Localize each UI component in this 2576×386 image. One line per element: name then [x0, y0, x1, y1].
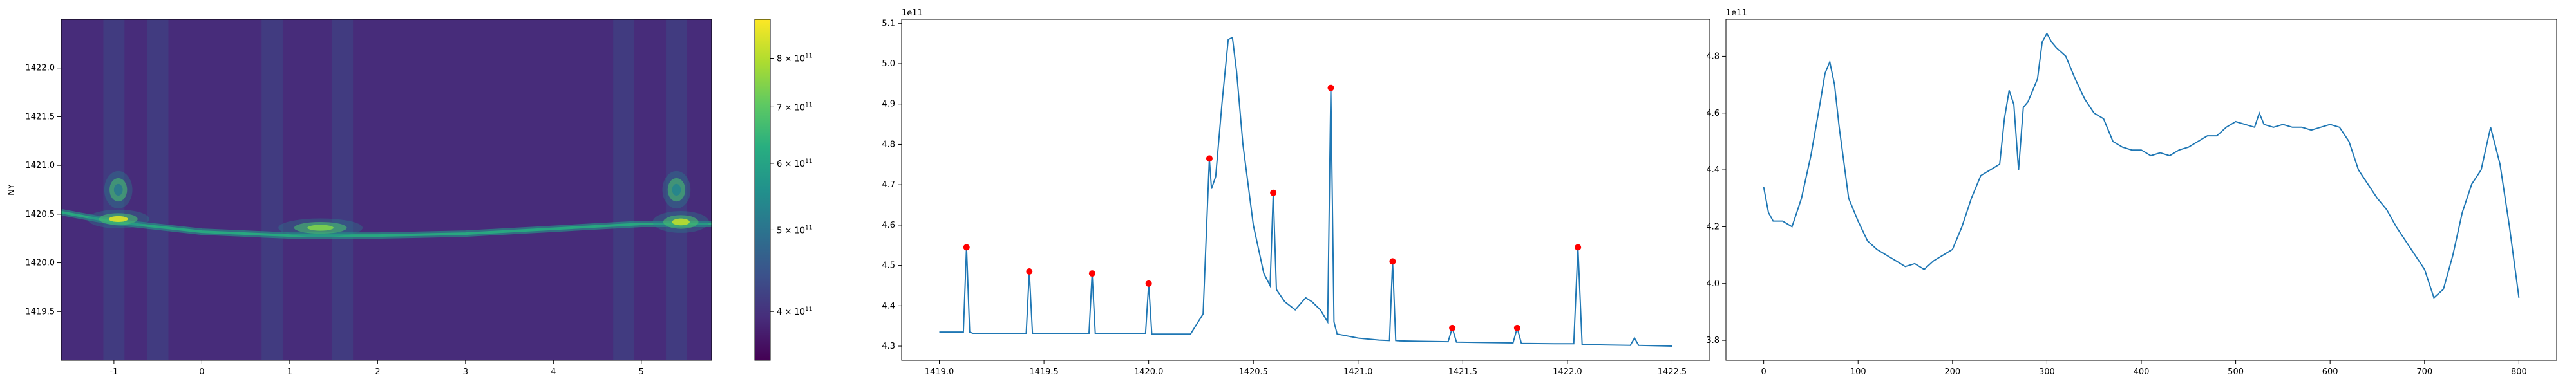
heatmap-band — [261, 19, 283, 360]
profile-x-tick-label: 100 — [1850, 367, 1866, 377]
peaks-y-tick-label: 4.4 — [882, 301, 895, 311]
profile-y-tick-label: 4.0 — [1706, 279, 1719, 289]
colorbar: 4 × 1011 5 × 1011 6 × 1011 7 × 1011 8 × 1011 — [754, 19, 812, 361]
profile-plot-area — [1725, 19, 2557, 361]
profile-panel: 0 100 200 300 400 500 600 700 800 3.8 4.0 4.2 4.4 4.… — [1706, 8, 2557, 377]
peaks-offset-text: 1e11 — [902, 8, 923, 18]
peak-marker — [1206, 155, 1213, 162]
peak-marker — [1270, 189, 1277, 196]
heatmap-bands — [61, 19, 712, 360]
peaks-y-tick-label: 4.8 — [882, 140, 895, 149]
profile-y-tick-label: 4.8 — [1706, 51, 1719, 61]
peak-marker — [1327, 84, 1334, 91]
profile-y-tick-label: 3.8 — [1706, 336, 1719, 345]
peak-marker — [1026, 268, 1033, 275]
profile-x-tick-label: 300 — [2039, 367, 2055, 377]
peaks-panel: 1419.0 1419.5 1420.0 1420.5 1421.0 1421.5 1422… — [882, 8, 1710, 377]
peak-marker — [1088, 270, 1095, 277]
heatmap-y-tick-label: 1419.5 — [26, 307, 55, 317]
peak-marker — [1513, 324, 1520, 331]
peaks-series-line — [939, 36, 1672, 347]
heatmap-bright-spot — [108, 216, 128, 222]
colorbar-gradient — [754, 19, 771, 361]
colorbar-tick-label: 6 × 1011 — [777, 158, 812, 169]
heatmap-x-tick-label: -1 — [109, 367, 118, 377]
profile-x-tick-label: 0 — [1761, 367, 1766, 377]
heatmap-x-axis: -1 0 1 2 3 4 5 — [109, 360, 644, 377]
profile-x-tick-label: 400 — [2134, 367, 2150, 377]
heatmap-y-tick-label: 1420.0 — [26, 259, 55, 268]
heatmap-bright-spot — [307, 225, 334, 231]
peaks-plot-area — [901, 19, 1710, 361]
peaks-x-tick-label: 1421.0 — [1343, 367, 1373, 377]
profile-x-tick-label: 700 — [2416, 367, 2432, 377]
peak-marker — [1389, 258, 1396, 265]
peaks-y-tick-label: 4.9 — [882, 100, 895, 109]
profile-x-tick-label: 800 — [2511, 367, 2527, 377]
heatmap-background — [61, 19, 712, 360]
profile-y-tick-label: 4.4 — [1706, 165, 1719, 175]
heatmap-panel: -1 0 1 2 3 4 5 1419.51420.01420.51421.01421.51… — [7, 19, 712, 377]
profile-y-tick-label: 4.6 — [1706, 109, 1719, 118]
heatmap-x-tick-label: 5 — [639, 367, 644, 377]
colorbar-tick-label: 8 × 1011 — [777, 53, 812, 64]
peaks-y-axis: 4.3 4.4 4.5 4.6 4.7 4.8 4.9 5.0 5.1 — [882, 19, 902, 351]
heatmap-x-tick-label: 4 — [551, 367, 556, 377]
peaks-y-tick-label: 4.6 — [882, 221, 895, 230]
heatmap-frame — [61, 19, 712, 361]
heatmap-bright-spot — [113, 183, 123, 196]
peaks-x-axis: 1419.0 1419.5 1420.0 1420.5 1421.0 1421.5 1422… — [925, 360, 1687, 377]
colorbar-tick-label: 7 × 1011 — [777, 102, 812, 113]
heatmap-bright-spot — [672, 183, 681, 196]
heatmap-x-tick-label: 2 — [375, 367, 380, 377]
peak-marker — [1145, 280, 1152, 287]
heatmap-y-tick-label: 1421.5 — [26, 112, 55, 122]
peaks-y-tick-label: 5.1 — [882, 19, 895, 28]
peaks-x-tick-label: 1421.5 — [1448, 367, 1478, 377]
peaks-x-tick-label: 1420.5 — [1238, 367, 1268, 377]
peaks-y-tick-label: 5.0 — [882, 59, 895, 69]
heatmap-bright-spot — [672, 218, 690, 226]
profile-x-tick-label: 600 — [2322, 367, 2338, 377]
peak-marker — [1575, 244, 1582, 251]
profile-x-tick-label: 200 — [1944, 367, 1960, 377]
heatmap-image — [61, 19, 712, 360]
heatmap-y-tick-label: 1422.0 — [26, 64, 55, 73]
peak-marker — [1449, 324, 1456, 331]
heatmap-x-tick-label: 0 — [199, 367, 204, 377]
peaks-y-tick-label: 4.3 — [882, 342, 895, 351]
heatmap-y-axis: 1419.5 1420.0 1420.5 1421.0 1421.5 1422.0 — [26, 64, 61, 317]
heatmap-y-axis-label: NY — [7, 184, 17, 196]
heatmap-band — [613, 19, 634, 360]
profile-x-axis: 0 100 200 300 400 500 600 700 800 — [1761, 360, 2527, 377]
profile-series-line — [1763, 32, 2520, 299]
profile-y-tick-label: 4.2 — [1706, 222, 1719, 232]
peaks-x-tick-label: 1422.0 — [1553, 367, 1582, 377]
profile-y-axis: 3.8 4.0 4.2 4.4 4.6 4.8 — [1706, 51, 1726, 345]
colorbar-tick-label: 5 × 1011 — [777, 225, 812, 235]
peaks-x-tick-label: 1422.5 — [1658, 367, 1687, 377]
profile-offset-text: 1e11 — [1726, 8, 1747, 18]
peaks-x-tick-label: 1420.0 — [1134, 367, 1164, 377]
heatmap-bright-regions — [87, 170, 709, 237]
profile-x-tick-label: 500 — [2228, 367, 2244, 377]
heatmap-band — [147, 19, 169, 360]
colorbar-ticks: 4 × 1011 5 × 1011 6 × 1011 7 × 1011 8 × 1011 — [770, 53, 812, 317]
peaks-y-tick-label: 4.7 — [882, 180, 895, 190]
colorbar-tick-label: 4 × 1011 — [777, 306, 812, 317]
peaks-y-tick-label: 4.5 — [882, 261, 895, 271]
peak-marker — [963, 244, 970, 251]
heatmap-y-tick-label: 1420.5 — [26, 210, 55, 219]
peaks-x-tick-label: 1419.5 — [1029, 367, 1059, 377]
peaks-x-tick-label: 1419.0 — [925, 367, 954, 377]
heatmap-band — [332, 19, 354, 360]
heatmap-x-tick-label: 1 — [287, 367, 292, 377]
heatmap-ridge — [61, 210, 712, 237]
peak-markers — [963, 84, 1582, 331]
heatmap-y-tick-label: 1421.0 — [26, 161, 55, 170]
heatmap-x-tick-label: 3 — [463, 367, 468, 377]
